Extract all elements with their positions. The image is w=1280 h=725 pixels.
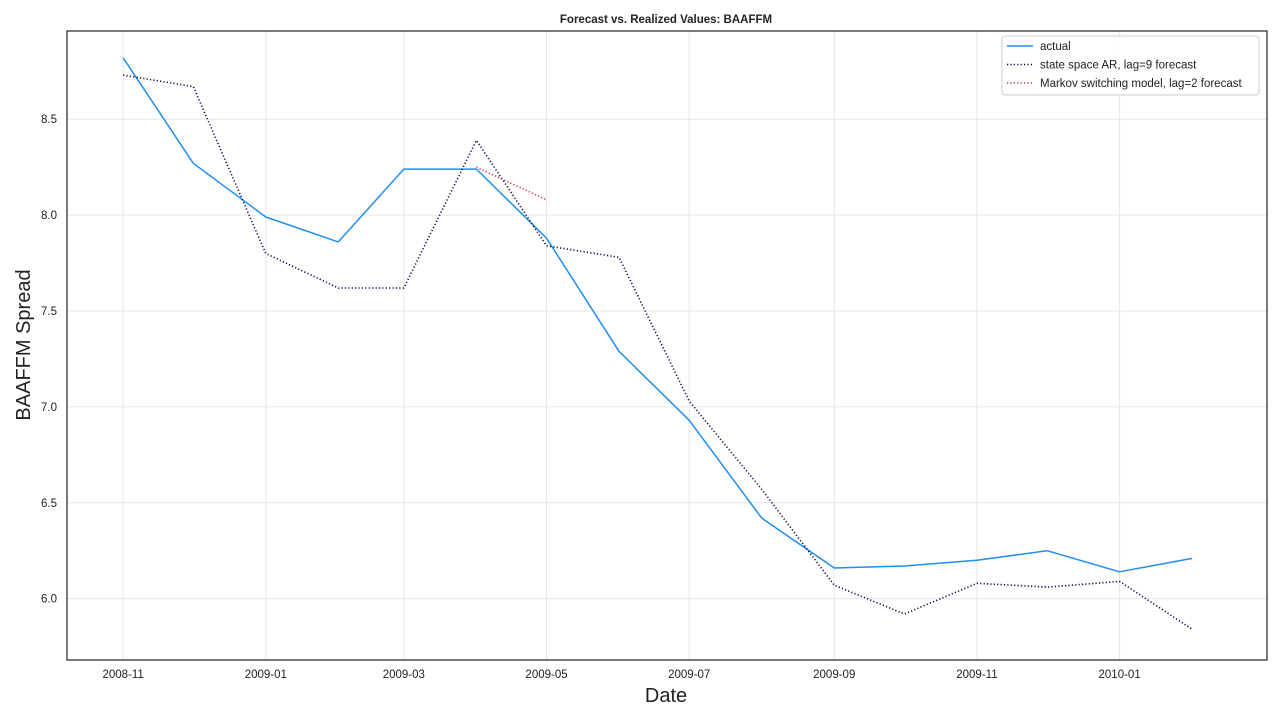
x-axis-label: Date [645,685,687,707]
legend-label-0: actual [1040,41,1071,53]
legend-label-1: state space AR, lag=9 forecast [1040,60,1197,72]
x-tick-label: 2008-11 [102,669,143,681]
y-axis-label: BAAFFM Spread [13,269,35,420]
plot-frame [66,30,1268,661]
x-tick-label: 2009-07 [668,669,710,681]
chart-title: Forecast vs. Realized Values: BAAFFM [560,14,772,26]
x-tick-label: 2009-03 [383,669,425,681]
legend: actual state space AR, lag=9 forecast Mark… [1001,35,1260,96]
x-tick-label: 2010-01 [1099,669,1141,681]
x-tick-label: 2009-11 [956,669,997,681]
series-line-0 [122,57,1193,573]
legend-label-2: Markov switching model, lag=2 forecast [1040,78,1242,90]
series-line-1 [122,74,1193,630]
legend-box [1001,35,1260,96]
x-tick-label: 2009-09 [813,669,855,681]
grid [67,31,1267,660]
y-tick-label: 8.5 [41,114,57,126]
x-tick-label: 2009-01 [245,669,287,681]
series-layer [122,57,1193,630]
x-axis: 2008-11 2009-01 2009-03 2009-05 2009-07 2009-… [102,669,1140,681]
y-tick-label: 6.0 [41,594,57,606]
y-axis: 6.0 6.5 7.0 7.5 8.0 8.5 [41,114,57,605]
x-tick-label: 2009-05 [525,669,567,681]
y-tick-label: 6.5 [41,498,57,510]
y-tick-label: 7.5 [41,306,57,318]
y-tick-label: 7.0 [41,402,57,414]
y-tick-label: 8.0 [41,210,57,222]
